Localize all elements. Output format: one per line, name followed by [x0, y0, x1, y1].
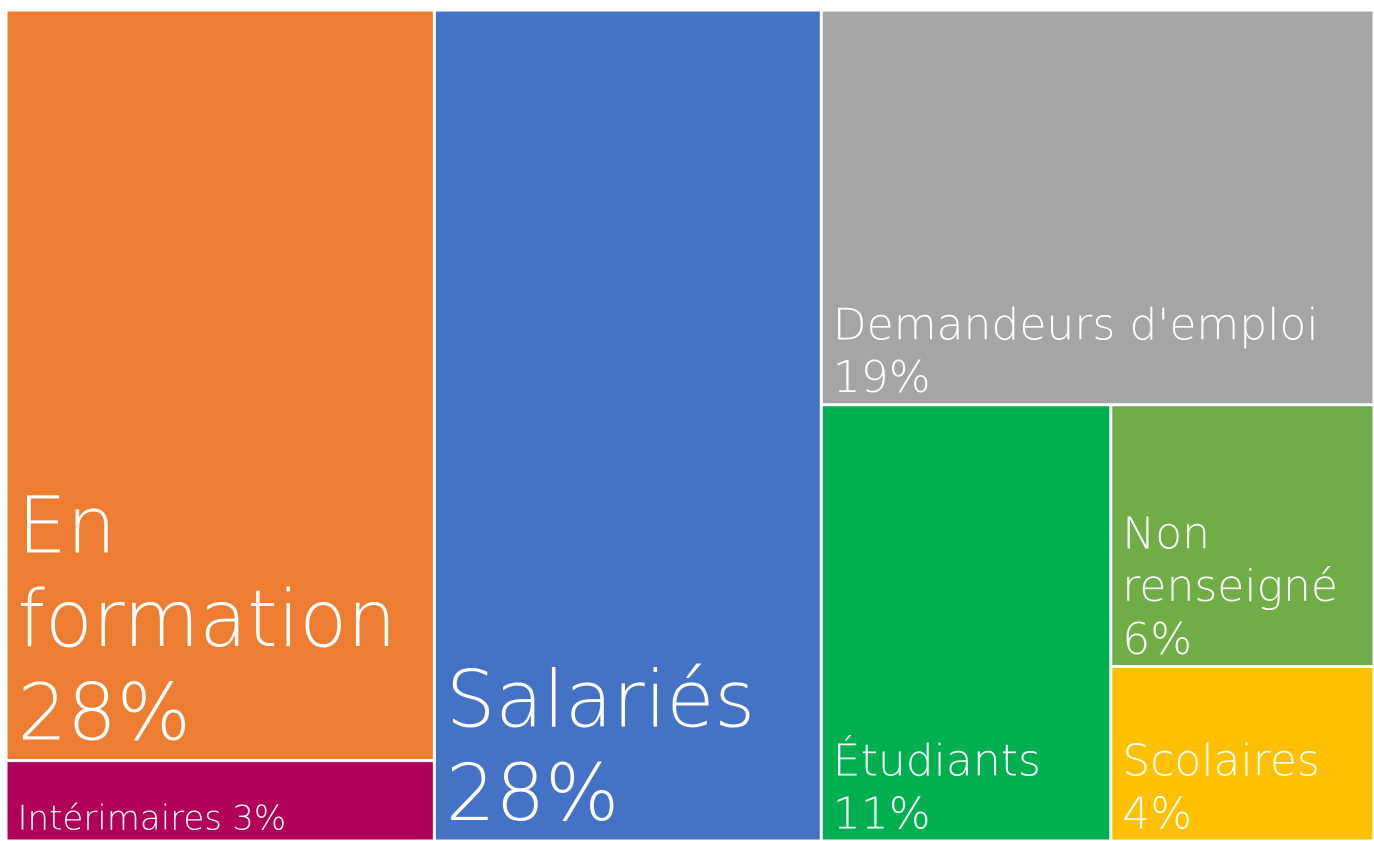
- tile-label: Étudiants: [833, 734, 1041, 787]
- tile-label: Intérimaires: [18, 799, 223, 839]
- tile-label-line: Scolaires: [1122, 736, 1320, 787]
- tile-label: En formation: [18, 481, 397, 665]
- treemap-tile: [7, 762, 433, 840]
- treemap-tile: [822, 11, 1373, 404]
- tile-value: 28%: [446, 749, 619, 839]
- tile-value: 28%: [18, 669, 191, 759]
- tile-label: Scolaires: [1122, 736, 1320, 787]
- tile-label-line: En: [18, 481, 142, 571]
- tile-value: 6%: [1122, 614, 1192, 665]
- tile-value: 11%: [833, 789, 931, 840]
- treemap-tile: [822, 406, 1110, 840]
- tile-value: 4%: [1122, 789, 1192, 840]
- tile-label: Non renseigné: [1122, 508, 1338, 612]
- tile-label-line: Salariés: [446, 655, 755, 745]
- tile-label-line: Demandeurs d'emploi: [833, 299, 1319, 350]
- tile-label: Demandeurs d'emploi: [833, 299, 1319, 350]
- tile-label-line: Étudiants: [833, 734, 1041, 787]
- treemap-tile: [7, 11, 433, 760]
- tile-value: 19%: [833, 352, 931, 403]
- tile-label-line: Non: [1122, 508, 1224, 559]
- tile-label-line: formation: [18, 575, 397, 665]
- treemap-tile: [1112, 667, 1373, 840]
- tile-label: Salariés: [446, 655, 755, 745]
- tile-value: 3%: [232, 799, 286, 839]
- treemap-tile: [435, 11, 820, 840]
- tile-label-line: renseigné: [1122, 561, 1338, 612]
- treemap-tile: [1112, 406, 1373, 665]
